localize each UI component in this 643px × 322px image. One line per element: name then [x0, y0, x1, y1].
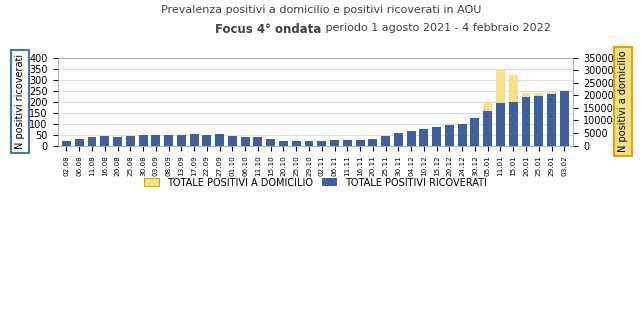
Bar: [458, 124, 467, 146]
Bar: [62, 141, 71, 146]
Y-axis label: N positivi a domicilio: N positivi a domicilio: [618, 51, 628, 152]
Bar: [164, 135, 173, 146]
Bar: [406, 143, 415, 146]
Bar: [445, 139, 454, 146]
Legend: TOTALE POSITIVI A DOMICILIO, TOTALE POSITIVI RICOVERATI: TOTALE POSITIVI A DOMICILIO, TOTALE POSI…: [140, 174, 491, 192]
Bar: [317, 141, 326, 146]
Text: Focus 4° ondata: Focus 4° ondata: [215, 23, 322, 35]
Bar: [534, 93, 543, 146]
Bar: [292, 145, 301, 146]
Bar: [190, 144, 199, 146]
Bar: [317, 145, 326, 146]
Bar: [381, 136, 390, 146]
Bar: [406, 131, 415, 146]
Bar: [509, 75, 518, 146]
Bar: [266, 139, 275, 146]
Bar: [87, 142, 96, 146]
Bar: [139, 143, 147, 146]
Bar: [356, 139, 365, 146]
Bar: [368, 139, 377, 146]
Bar: [496, 70, 505, 146]
Bar: [305, 141, 313, 146]
Bar: [100, 136, 109, 146]
Bar: [292, 141, 301, 146]
Bar: [394, 133, 403, 146]
Bar: [547, 94, 556, 146]
Bar: [343, 144, 352, 146]
Bar: [190, 134, 199, 146]
Bar: [126, 136, 135, 146]
Bar: [509, 101, 518, 146]
Bar: [356, 144, 365, 146]
Bar: [471, 133, 480, 146]
Bar: [330, 145, 339, 146]
Bar: [203, 135, 212, 146]
Bar: [368, 144, 377, 146]
Bar: [432, 127, 441, 146]
Bar: [203, 144, 212, 146]
Bar: [343, 140, 352, 146]
Bar: [381, 144, 390, 146]
Bar: [471, 118, 480, 146]
Bar: [521, 93, 530, 146]
Bar: [75, 139, 84, 146]
Bar: [560, 90, 569, 146]
Bar: [279, 141, 288, 146]
Bar: [394, 144, 403, 146]
Bar: [228, 144, 237, 146]
Bar: [560, 90, 569, 146]
Bar: [253, 145, 262, 146]
Text: Prevalenza positivi a domicilio e positivi ricoverati in AOU: Prevalenza positivi a domicilio e positi…: [161, 5, 482, 15]
Bar: [113, 137, 122, 146]
Bar: [547, 91, 556, 146]
Bar: [177, 144, 186, 146]
Bar: [484, 103, 492, 146]
Bar: [484, 111, 492, 146]
Bar: [151, 144, 160, 146]
Bar: [419, 142, 428, 146]
Text: periodo 1 agosto 2021 - 4 febbraio 2022: periodo 1 agosto 2021 - 4 febbraio 2022: [322, 23, 550, 33]
Bar: [62, 144, 71, 146]
Bar: [458, 138, 467, 146]
Bar: [177, 135, 186, 146]
Bar: [151, 135, 160, 146]
Bar: [534, 96, 543, 146]
Bar: [215, 134, 224, 146]
Bar: [419, 129, 428, 146]
Bar: [253, 137, 262, 146]
Bar: [266, 145, 275, 146]
Bar: [113, 143, 122, 146]
Bar: [521, 97, 530, 146]
Bar: [75, 143, 84, 146]
Bar: [215, 144, 224, 146]
Bar: [240, 137, 249, 146]
Bar: [330, 140, 339, 146]
Bar: [496, 103, 505, 146]
Bar: [228, 136, 237, 146]
Bar: [445, 125, 454, 146]
Bar: [139, 135, 147, 146]
Y-axis label: N positivi ricoverati: N positivi ricoverati: [15, 54, 25, 149]
Bar: [279, 145, 288, 146]
Bar: [126, 143, 135, 146]
Bar: [240, 145, 249, 146]
Bar: [305, 145, 313, 146]
Bar: [87, 137, 96, 146]
Bar: [432, 140, 441, 146]
Bar: [164, 144, 173, 146]
Bar: [100, 143, 109, 146]
